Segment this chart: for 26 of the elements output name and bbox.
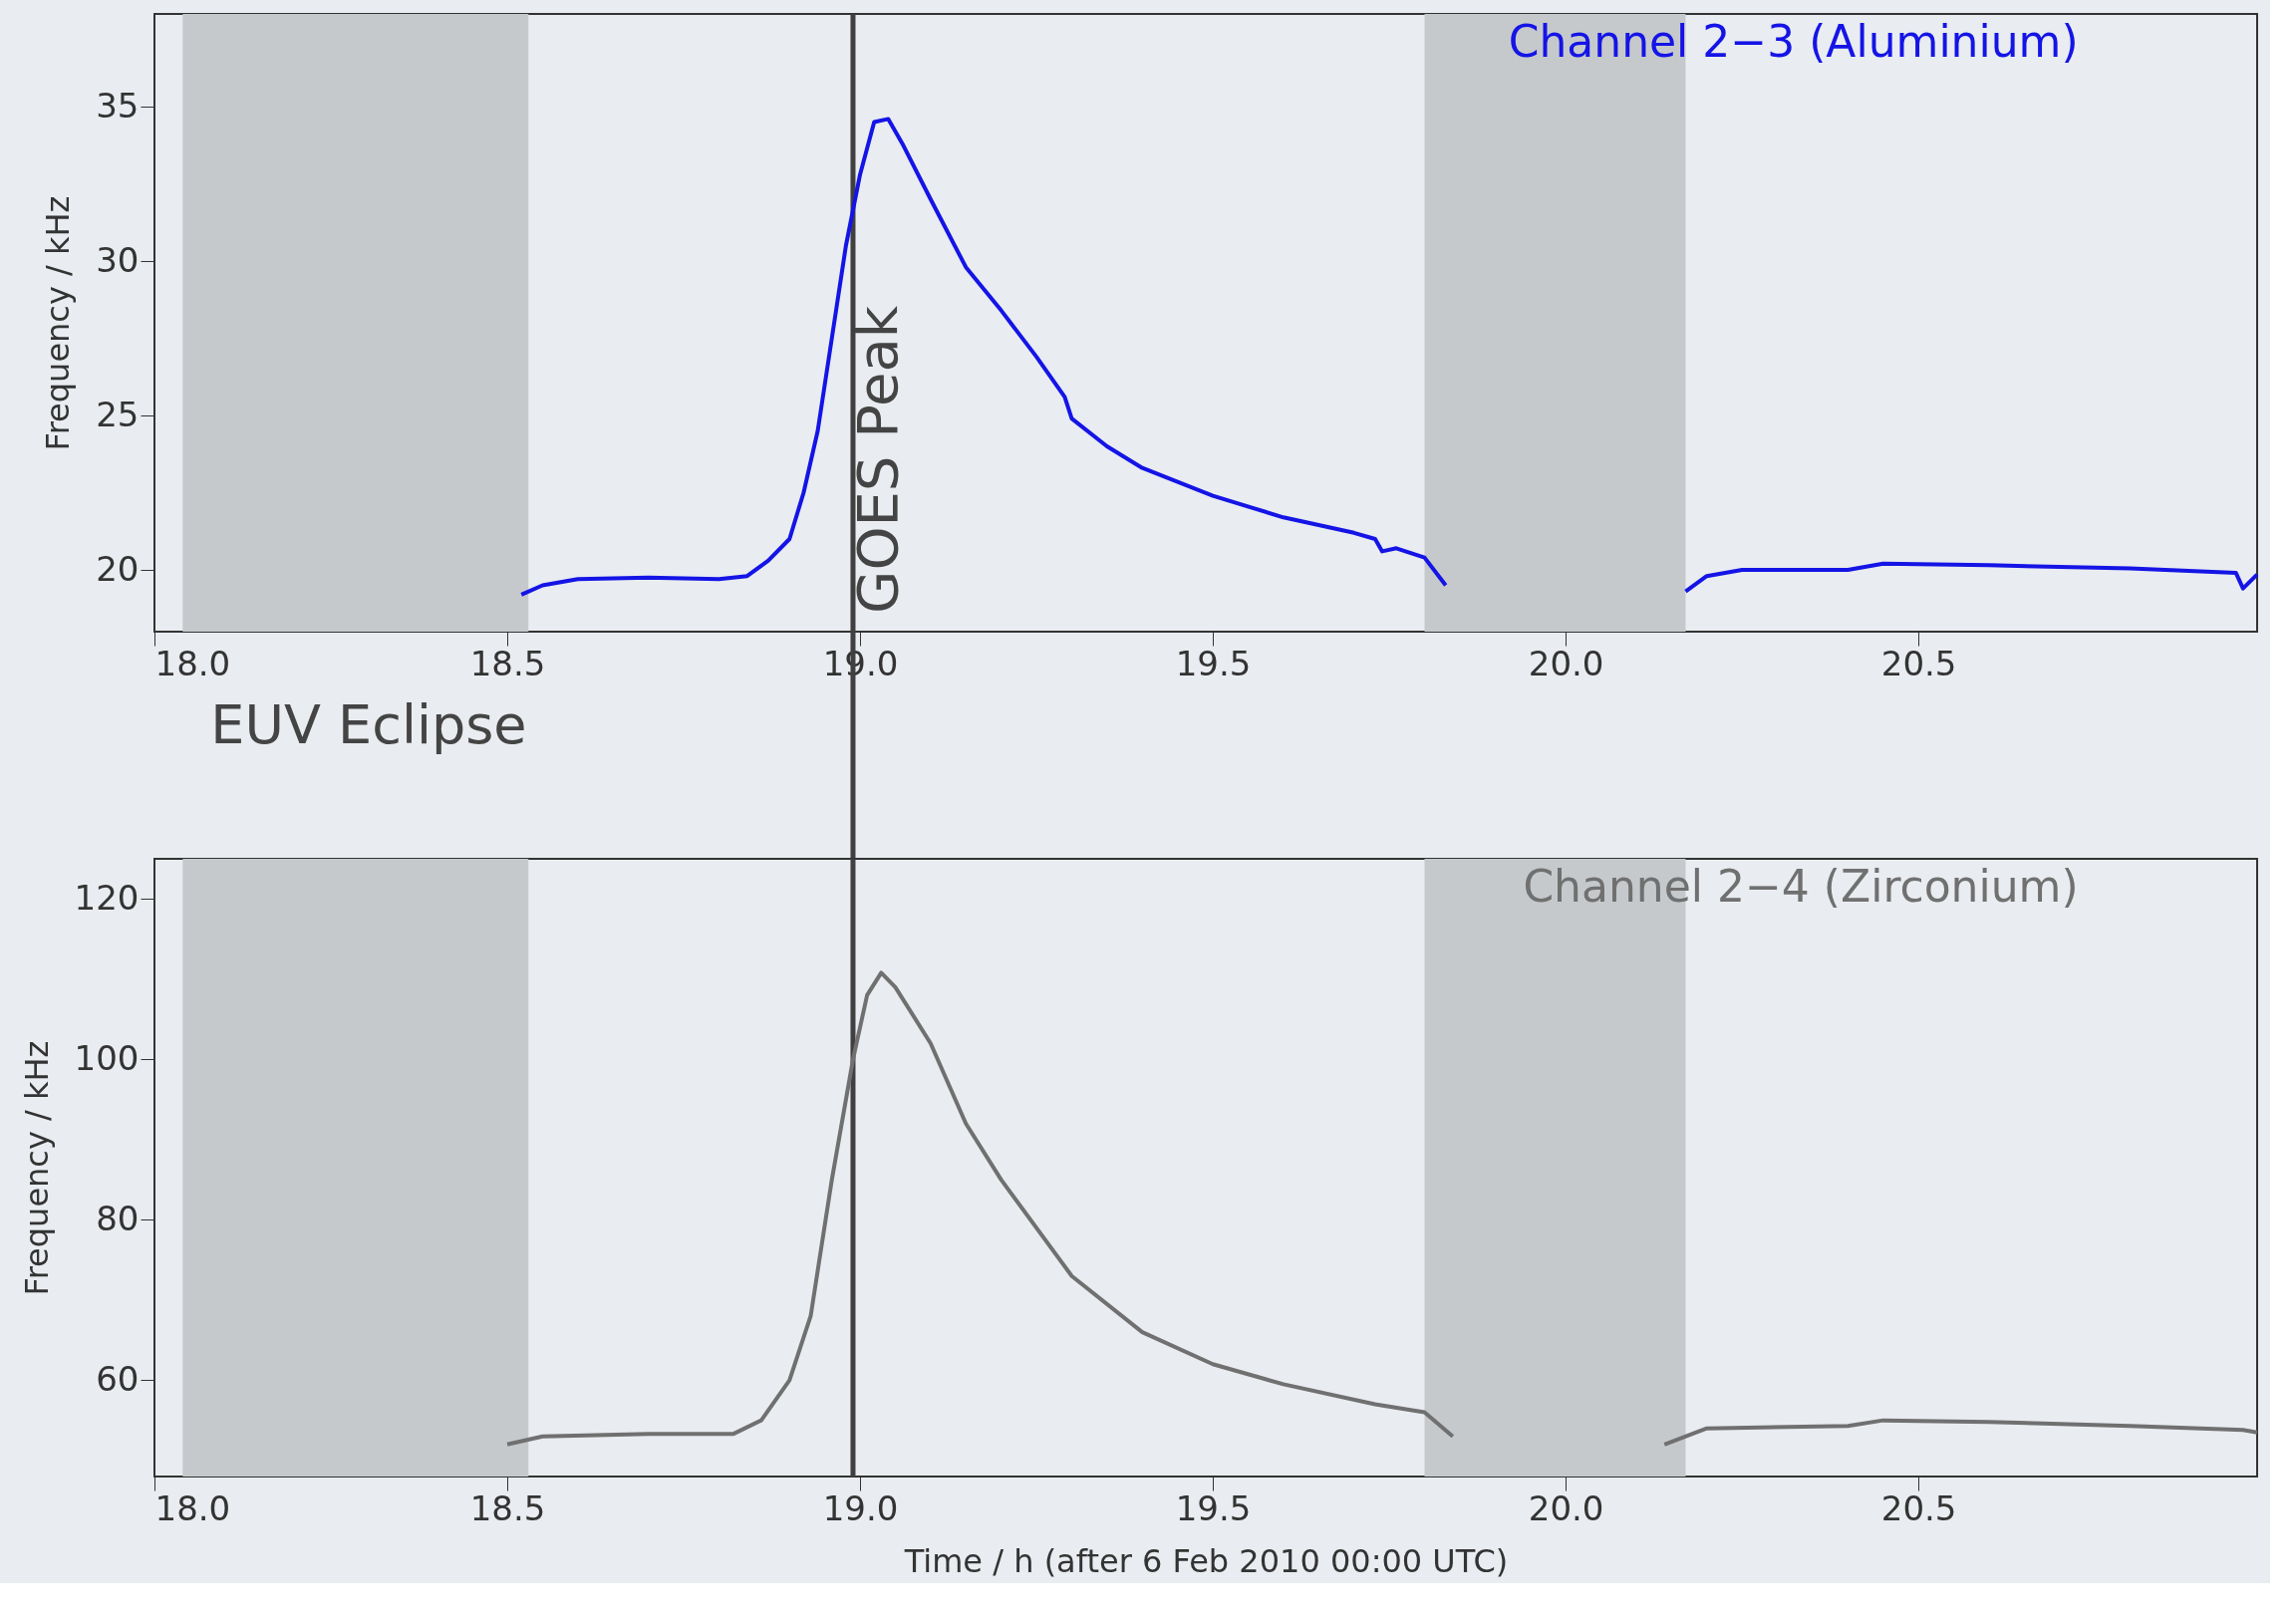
- x-tick-label: 19.0: [822, 1487, 899, 1528]
- y-tick-label: 30: [96, 239, 140, 280]
- y-tick-label: 120: [74, 877, 140, 918]
- x-tick-label: 20.0: [1528, 643, 1604, 683]
- y-axis-title: Frequency / kHz: [39, 195, 78, 451]
- y-tick-label: 80: [96, 1198, 140, 1238]
- y-tick-label: 25: [96, 394, 140, 434]
- text: Channel 2−4 (Zirconium): [1523, 861, 2079, 912]
- x-tick-label: 18.0: [154, 643, 231, 683]
- x-tick-label: 19.5: [1175, 643, 1252, 683]
- x-tick-label: 19.5: [1175, 1487, 1252, 1528]
- x-tick-label: 20.5: [1880, 1487, 1957, 1528]
- x-tick-label: 18.5: [469, 1487, 546, 1528]
- y-axis-title: Frequency / kHz: [17, 1040, 56, 1296]
- y-tick-label: 60: [96, 1358, 140, 1399]
- y-tick-label: 35: [96, 85, 140, 126]
- text: Channel 2−3 (Aluminium): [1508, 16, 2079, 67]
- y-tick-label: 100: [74, 1037, 140, 1078]
- band-label: EUV Eclipse: [210, 693, 527, 756]
- y-tick-label: 20: [96, 548, 140, 589]
- x-tick-label: 18.0: [154, 1487, 231, 1528]
- x-tick-label: 20.0: [1528, 1487, 1604, 1528]
- x-tick-label: 20.5: [1880, 643, 1957, 683]
- x-tick-label: 18.5: [469, 643, 546, 683]
- ref-line-label: GOES Peak: [844, 305, 910, 614]
- x-axis-title: Time / h (after 6 Feb 2010 00:00 UTC): [903, 1541, 1509, 1580]
